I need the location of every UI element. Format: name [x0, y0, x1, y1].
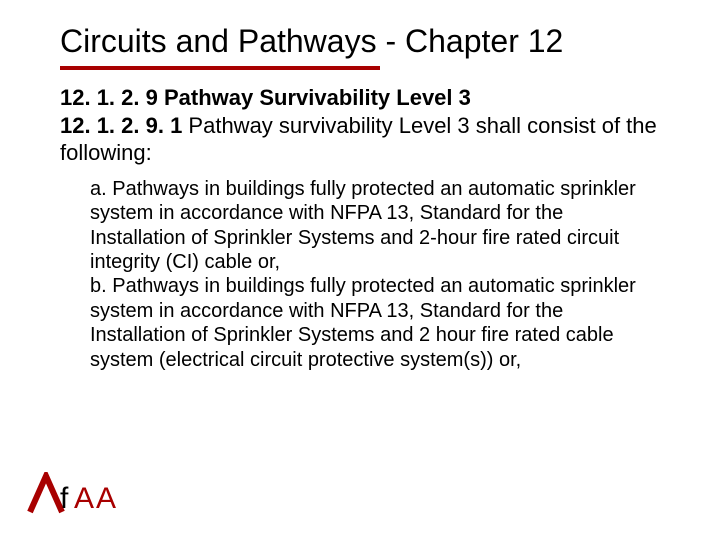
svg-text:A: A: [74, 482, 94, 515]
svg-text:A: A: [96, 482, 116, 515]
title-underline: [60, 66, 380, 70]
section-intro: 12. 1. 2. 9. 1 Pathway survivability Lev…: [60, 112, 660, 167]
svg-text:f: f: [60, 482, 69, 515]
section-intro-number: 12. 1. 2. 9. 1: [60, 113, 182, 138]
list-item: b. Pathways in buildings fully protected…: [90, 274, 650, 372]
slide-container: Circuits and Pathways - Chapter 12 12. 1…: [0, 0, 720, 540]
list-item: a. Pathways in buildings fully protected…: [90, 177, 650, 275]
logo-icon: f A A: [26, 472, 136, 516]
slide-title: Circuits and Pathways - Chapter 12: [60, 22, 660, 60]
body-list: a. Pathways in buildings fully protected…: [60, 177, 660, 372]
section-heading: 12. 1. 2. 9 Pathway Survivability Level …: [60, 84, 660, 112]
afaa-logo: f A A: [26, 472, 136, 516]
